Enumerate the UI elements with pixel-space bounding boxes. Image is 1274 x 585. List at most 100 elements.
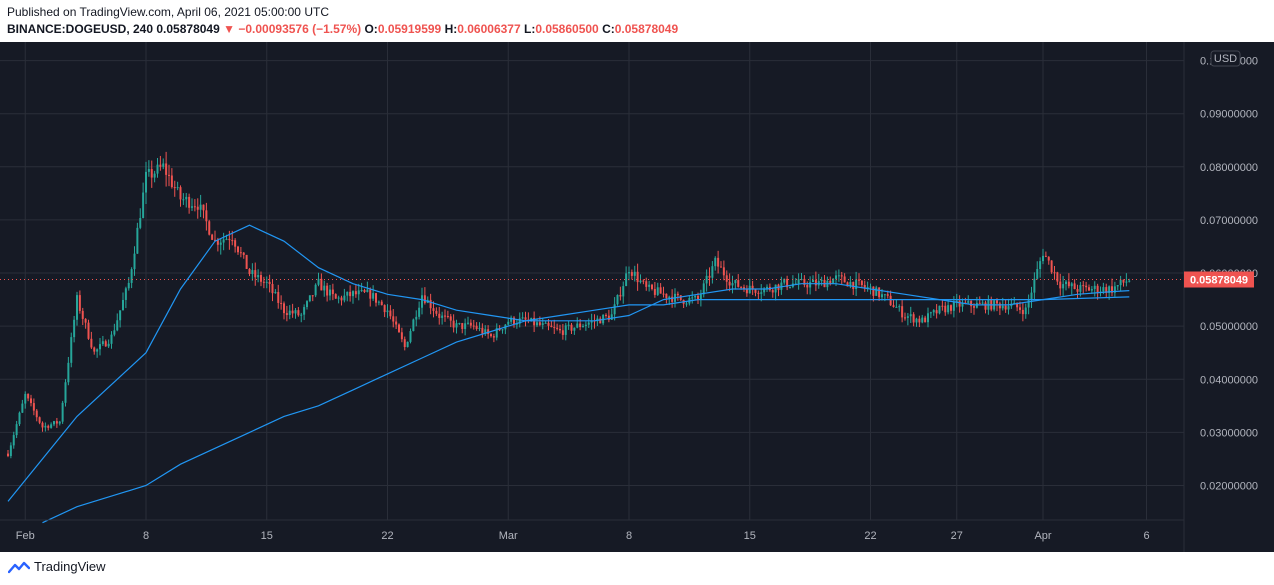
candle-body — [127, 282, 130, 289]
candlestick-chart[interactable]: 0.02000000 0.03000000 0.04000000 0.05000000… — [0, 42, 1274, 552]
candle-body — [533, 317, 536, 326]
candle-body — [303, 307, 306, 315]
candle-body — [653, 289, 656, 295]
y-tick-label: 0.08000000 — [1200, 162, 1258, 174]
candle-body — [912, 314, 915, 323]
candle-body — [340, 297, 343, 301]
candle-body — [130, 269, 133, 283]
x-tick-label: Apr — [1034, 530, 1051, 542]
candle-body — [771, 290, 774, 293]
candle-body — [889, 295, 892, 306]
candle-body — [849, 281, 852, 287]
candle-body — [961, 302, 964, 307]
candle-body — [377, 301, 380, 303]
currency-badge[interactable]: USD — [1210, 50, 1241, 67]
candle-body — [389, 310, 392, 317]
price-axis[interactable]: 0.02000000 0.03000000 0.04000000 0.05000000… — [1200, 56, 1258, 493]
candle-body — [35, 410, 38, 418]
symbol-legend: BINANCE:DOGEUSD, 240 0.05878049 ▼ −0.000… — [7, 22, 678, 36]
candle-body — [265, 281, 268, 283]
candle-body — [357, 290, 360, 295]
open-value: 0.05919599 — [377, 22, 442, 36]
ma-line — [7, 224, 1130, 502]
candle-body — [515, 323, 518, 325]
candle-body — [343, 295, 346, 301]
candle-body — [461, 323, 464, 329]
brand-name: TradingView — [34, 559, 106, 574]
candle-body — [642, 280, 645, 282]
candle-body — [418, 307, 421, 317]
candle-body — [766, 286, 768, 289]
candle-body — [9, 445, 12, 457]
candle-body — [283, 303, 285, 314]
candle-body — [1019, 307, 1021, 310]
candle-body — [651, 284, 653, 290]
x-tick-label: 22 — [864, 530, 876, 542]
candle-body — [763, 288, 766, 293]
candle-body — [67, 362, 70, 383]
x-tick-label: 8 — [626, 530, 632, 542]
candle-body — [538, 322, 541, 325]
candle-body — [881, 294, 883, 298]
candle-body — [251, 270, 254, 274]
candle-body — [1053, 272, 1056, 274]
candle-body — [702, 283, 705, 295]
last-price: 0.05878049 — [156, 22, 220, 36]
brand-logo[interactable]: TradingView — [8, 559, 106, 574]
candle-body — [659, 287, 662, 294]
candle-body — [369, 289, 372, 299]
candle-body — [676, 293, 679, 296]
candle-body — [754, 289, 757, 293]
candle-body — [188, 196, 191, 208]
candle-body — [93, 347, 96, 352]
candle-body — [731, 283, 734, 286]
candle-body — [271, 283, 274, 294]
x-tick-label: Feb — [16, 530, 35, 542]
candle-body — [239, 252, 242, 254]
candle-body — [311, 295, 314, 297]
candle-body — [878, 287, 881, 298]
candle-body — [797, 279, 800, 284]
candle-body — [938, 305, 941, 314]
candle-body — [349, 291, 352, 297]
candle-body — [326, 285, 329, 296]
candle-body — [1039, 261, 1042, 270]
candle-body — [935, 310, 938, 314]
candle-body — [383, 305, 386, 313]
candle-body — [1024, 307, 1027, 315]
candle-body — [27, 393, 30, 399]
candle-body — [668, 296, 671, 299]
candle-body — [774, 284, 777, 293]
candle-body — [96, 349, 99, 352]
candle-body — [260, 275, 262, 282]
candle-body — [363, 290, 366, 292]
candle-body — [909, 314, 912, 317]
candle-body — [113, 330, 116, 335]
candle-body — [38, 417, 41, 423]
chart-area[interactable]: 0.02000000 0.03000000 0.04000000 0.05000000… — [0, 42, 1274, 552]
candle-body — [1004, 305, 1007, 310]
candle-body — [507, 321, 510, 325]
candle-body — [481, 327, 484, 334]
candle-body — [1070, 283, 1073, 287]
time-axis[interactable]: Feb 8 15 22 Mar 8 15 22 27 Apr 6 — [16, 530, 1150, 542]
candle-body — [1030, 292, 1033, 301]
candle-body — [837, 275, 840, 277]
candle-body — [147, 169, 150, 172]
candle-body — [1116, 285, 1119, 287]
candle-body — [648, 284, 651, 287]
candle-body — [671, 296, 674, 302]
last-price-tag-box — [1184, 271, 1254, 288]
candle-body — [492, 336, 495, 338]
candle-body — [717, 257, 720, 267]
candle-body — [858, 279, 860, 281]
candle-body — [679, 295, 682, 300]
candle-body — [628, 272, 630, 274]
candle-body — [501, 329, 504, 331]
candle-body — [630, 272, 633, 276]
candle-body — [958, 300, 961, 307]
candle-body — [216, 239, 219, 245]
candle-body — [133, 253, 136, 270]
candle-body — [1122, 279, 1125, 283]
candle-body — [199, 204, 202, 210]
